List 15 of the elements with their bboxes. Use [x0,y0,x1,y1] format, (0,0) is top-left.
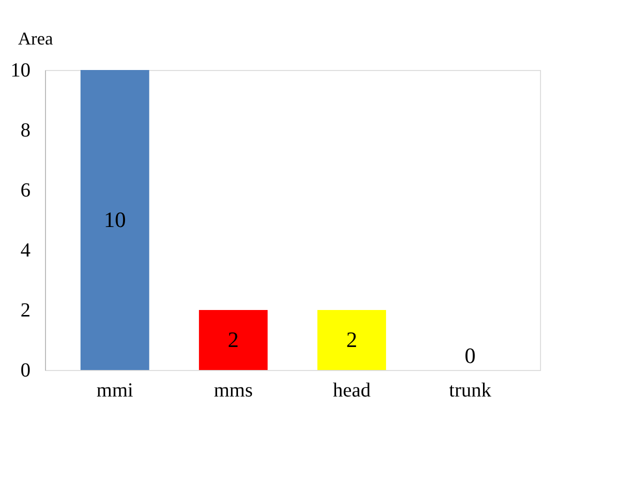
y-tick-label: 10 [10,60,30,82]
y-tick-label: 4 [20,240,30,262]
data-label: 2 [346,327,358,352]
data-label: 0 [464,343,476,368]
data-label: 10 [104,207,126,232]
y-tick-label: 6 [20,180,30,202]
y-tick-label: 2 [20,300,30,322]
y-axis-title: Area [18,28,53,48]
x-tick-label: mmi [96,380,134,402]
x-tick-label: mms [214,380,253,402]
x-tick-label: head [332,380,371,402]
y-tick-label: 8 [20,120,30,142]
data-label: 2 [228,327,239,352]
x-tick-label: trunk [449,380,492,402]
y-tick-label: 0 [20,360,30,382]
